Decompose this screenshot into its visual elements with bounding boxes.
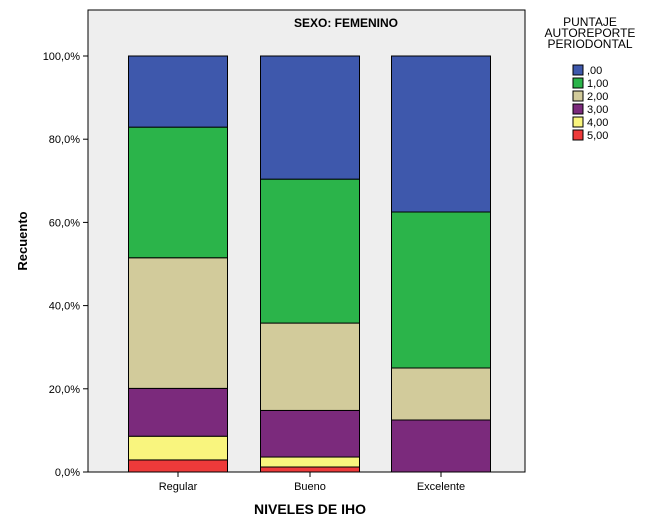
legend-title-line: AUTOREPORTE xyxy=(545,26,636,40)
y-axis-title: Recuento xyxy=(15,211,30,270)
bar-segment xyxy=(260,466,360,473)
y-tick-label: 40,0% xyxy=(49,301,80,313)
legend-swatch xyxy=(572,116,584,128)
bar-segment xyxy=(260,456,360,468)
y-tick-label: 60,0% xyxy=(49,217,80,229)
y-tick-label: 20,0% xyxy=(49,384,80,396)
bars-group xyxy=(128,55,491,473)
legend-swatch xyxy=(572,77,584,89)
x-tick-label: Excelente xyxy=(417,481,465,493)
legend-label: 3,00 xyxy=(587,104,608,116)
x-axis: Regular Bueno Excelente xyxy=(159,472,465,493)
legend-title-line: PERIODONTAL xyxy=(547,37,632,51)
legend-label: 1,00 xyxy=(587,78,608,90)
bar-segment xyxy=(128,435,228,461)
bar-segment xyxy=(128,459,228,473)
x-axis-title: NIVELES DE IHO xyxy=(254,501,366,517)
x-tick-label: Bueno xyxy=(294,481,326,493)
y-tick-label: 100,0% xyxy=(43,51,81,63)
bar-segment xyxy=(260,322,360,411)
bar-segment xyxy=(128,257,228,389)
bar-segment xyxy=(260,178,360,324)
legend-label: 2,00 xyxy=(587,91,608,103)
legend-swatch xyxy=(572,64,584,76)
legend-title-line: PUNTAJE xyxy=(563,15,617,29)
x-tick-label: Regular xyxy=(159,481,198,493)
bar-segment xyxy=(391,367,491,421)
bar-segment xyxy=(128,55,228,128)
legend-label: ,00 xyxy=(587,65,602,77)
bar-segment xyxy=(260,409,360,458)
legend-swatch xyxy=(572,90,584,102)
bar-segment xyxy=(391,419,491,473)
bar-segment xyxy=(391,55,491,213)
y-tick-label: 80,0% xyxy=(49,134,80,146)
legend-label: 4,00 xyxy=(587,117,608,129)
bar-segment xyxy=(260,55,360,180)
legend-swatch xyxy=(572,129,584,141)
y-tick-label: 0,0% xyxy=(55,467,80,479)
bar-segment xyxy=(128,126,228,259)
bar-segment xyxy=(391,211,491,369)
bar-segment xyxy=(128,387,228,437)
legend-label: 5,00 xyxy=(587,130,608,142)
chart-title: SEXO: FEMENINO xyxy=(294,16,398,30)
y-axis: 0,0% 20,0% 40,0% 60,0% 80,0% 100,0% xyxy=(43,51,88,479)
legend-swatch xyxy=(572,103,584,115)
